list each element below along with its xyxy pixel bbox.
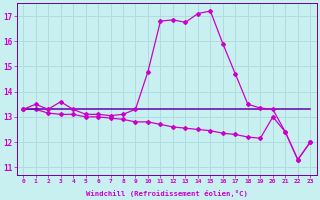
X-axis label: Windchill (Refroidissement éolien,°C): Windchill (Refroidissement éolien,°C) bbox=[86, 190, 248, 197]
